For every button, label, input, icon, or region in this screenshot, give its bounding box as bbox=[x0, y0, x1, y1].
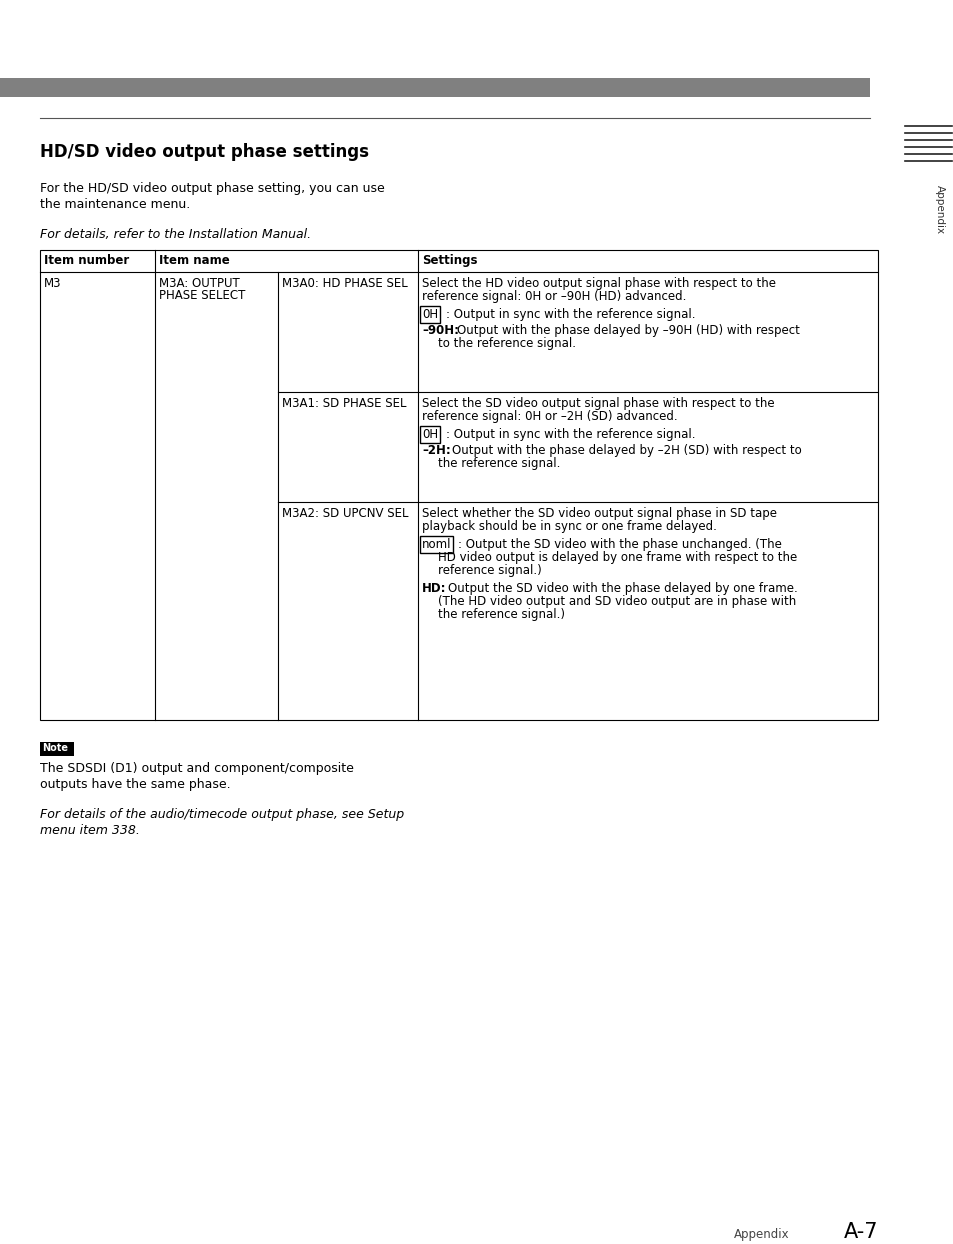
Text: (The HD video output and SD video output are in phase with: (The HD video output and SD video output… bbox=[437, 595, 796, 608]
Bar bbox=[40, 741, 74, 756]
Text: to the reference signal.: to the reference signal. bbox=[437, 337, 576, 350]
Text: menu item 338.: menu item 338. bbox=[40, 824, 140, 837]
Text: Select the SD video output signal phase with respect to the: Select the SD video output signal phase … bbox=[421, 397, 774, 411]
Text: A-7: A-7 bbox=[842, 1222, 877, 1242]
Text: Note: Note bbox=[42, 743, 68, 753]
Text: 0H: 0H bbox=[421, 428, 437, 442]
Text: playback should be in sync or one frame delayed.: playback should be in sync or one frame … bbox=[421, 520, 716, 532]
Text: the reference signal.: the reference signal. bbox=[437, 457, 559, 470]
Text: Settings: Settings bbox=[421, 254, 477, 267]
Text: The SDSDI (D1) output and component/composite: The SDSDI (D1) output and component/comp… bbox=[40, 763, 354, 775]
Text: For details, refer to the Installation Manual.: For details, refer to the Installation M… bbox=[40, 228, 311, 241]
Text: M3A1: SD PHASE SEL: M3A1: SD PHASE SEL bbox=[282, 397, 406, 411]
Text: the reference signal.): the reference signal.) bbox=[437, 608, 564, 621]
Text: HD/SD video output phase settings: HD/SD video output phase settings bbox=[40, 143, 369, 160]
Text: HD video output is delayed by one frame with respect to the: HD video output is delayed by one frame … bbox=[437, 551, 797, 564]
Text: For the HD/SD video output phase setting, you can use: For the HD/SD video output phase setting… bbox=[40, 182, 384, 195]
Text: Item name: Item name bbox=[159, 254, 230, 267]
Text: Appendix: Appendix bbox=[734, 1228, 789, 1242]
Text: : Output in sync with the reference signal.: : Output in sync with the reference sign… bbox=[446, 309, 695, 321]
Text: PHASE SELECT: PHASE SELECT bbox=[159, 289, 245, 302]
Text: M3A0: HD PHASE SEL: M3A0: HD PHASE SEL bbox=[282, 277, 407, 290]
Text: –90H:: –90H: bbox=[421, 323, 458, 337]
Text: the maintenance menu.: the maintenance menu. bbox=[40, 198, 190, 211]
Text: outputs have the same phase.: outputs have the same phase. bbox=[40, 778, 231, 791]
Bar bbox=[0, 78, 869, 97]
Text: M3A: OUTPUT: M3A: OUTPUT bbox=[159, 277, 239, 290]
Text: Select whether the SD video output signal phase in SD tape: Select whether the SD video output signa… bbox=[421, 508, 776, 520]
Text: Output with the phase delayed by –90H (HD) with respect: Output with the phase delayed by –90H (H… bbox=[456, 323, 799, 337]
Text: Item number: Item number bbox=[44, 254, 129, 267]
Text: –2H:: –2H: bbox=[421, 444, 450, 457]
Text: reference signal: 0H or –2H (SD) advanced.: reference signal: 0H or –2H (SD) advance… bbox=[421, 411, 677, 423]
Bar bbox=[40, 250, 877, 720]
Text: For details of the audio/timecode output phase, see Setup: For details of the audio/timecode output… bbox=[40, 809, 404, 821]
Text: reference signal: 0H or –90H (HD) advanced.: reference signal: 0H or –90H (HD) advanc… bbox=[421, 290, 685, 304]
Text: Output the SD video with the phase delayed by one frame.: Output the SD video with the phase delay… bbox=[448, 582, 797, 595]
Text: M3: M3 bbox=[44, 277, 61, 290]
Text: Output with the phase delayed by –2H (SD) with respect to: Output with the phase delayed by –2H (SD… bbox=[452, 444, 801, 457]
Text: M3A2: SD UPCNV SEL: M3A2: SD UPCNV SEL bbox=[282, 508, 408, 520]
Text: Select the HD video output signal phase with respect to the: Select the HD video output signal phase … bbox=[421, 277, 775, 290]
Text: noml: noml bbox=[421, 537, 451, 551]
Text: : Output the SD video with the phase unchanged. (The: : Output the SD video with the phase unc… bbox=[457, 537, 781, 551]
Text: HD:: HD: bbox=[421, 582, 446, 595]
Text: 0H: 0H bbox=[421, 309, 437, 321]
Text: Appendix: Appendix bbox=[934, 185, 944, 235]
Text: reference signal.): reference signal.) bbox=[437, 564, 541, 577]
Text: : Output in sync with the reference signal.: : Output in sync with the reference sign… bbox=[446, 428, 695, 442]
